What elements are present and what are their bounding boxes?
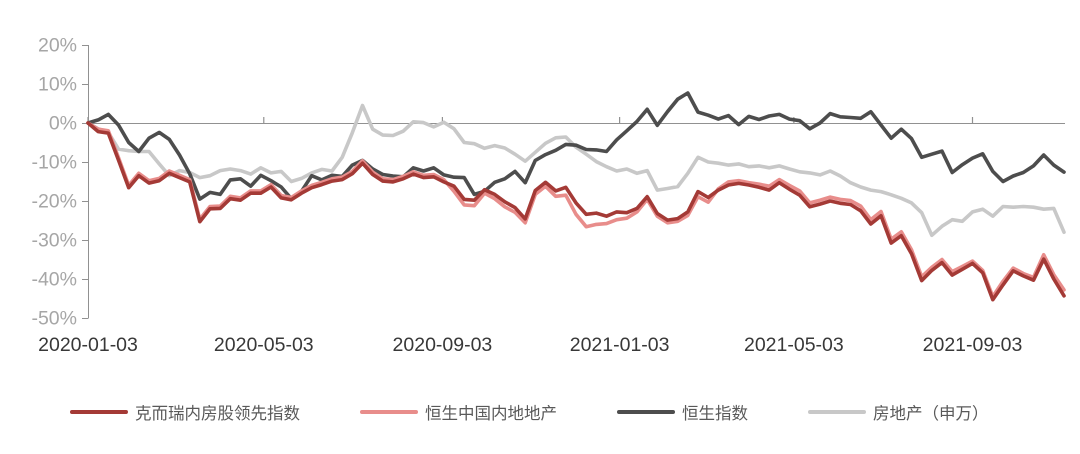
x-tick-label: 2021-05-03 [744, 334, 844, 356]
y-tick-label: -20% [31, 191, 77, 213]
legend-label-sw-real-estate: 房地产（申万） [873, 405, 989, 423]
series-line-0 [86, 121, 1066, 302]
y-tick-label: 0% [49, 113, 77, 135]
x-tick-label: 2020-01-03 [38, 334, 138, 356]
legend-label-cric: 克而瑞内房股领先指数 [135, 405, 300, 423]
x-tick-label: 2020-05-03 [214, 334, 314, 356]
series-line-2 [86, 91, 1066, 201]
y-tick-label: 10% [38, 74, 77, 96]
legend-line-swatch-hang-seng-index [617, 409, 675, 415]
y-tick-label: -30% [31, 230, 77, 252]
y-tick-label: -10% [31, 152, 77, 174]
y-tick-label: 20% [38, 35, 77, 57]
y-tick-label: -50% [31, 308, 77, 330]
legend-item-cric-mainland-property-leading-index: 克而瑞内房股领先指数 [70, 403, 300, 423]
legend-line-swatch-sw-real-estate [808, 409, 866, 415]
legend-label-hang-seng-index: 恒生指数 [682, 405, 748, 423]
legend-item-hang-seng-index: 恒生指数 [617, 403, 748, 423]
legend-label-hs-mainland-property: 恒生中国内地地产 [425, 405, 557, 423]
legend-item-hs-mainland-property: 恒生中国内地地产 [360, 403, 557, 423]
x-tick-label: 2021-09-03 [923, 334, 1023, 356]
x-tick-label: 2021-01-03 [570, 334, 670, 356]
legend-item-sw-real-estate: 房地产（申万） [808, 403, 989, 423]
series-line-3 [86, 103, 1066, 238]
legend-line-swatch-cric [70, 409, 128, 415]
series-line-1 [86, 121, 1066, 299]
line-chart-canvas: 20% 10% 0% -10% -20% -30% -40% -50% 2020-01-03 20… [31, 35, 1066, 356]
legend-line-swatch-hs-mainland-property [360, 409, 418, 415]
x-tick-label: 2020-09-03 [393, 334, 493, 356]
y-tick-label: -40% [31, 269, 77, 291]
